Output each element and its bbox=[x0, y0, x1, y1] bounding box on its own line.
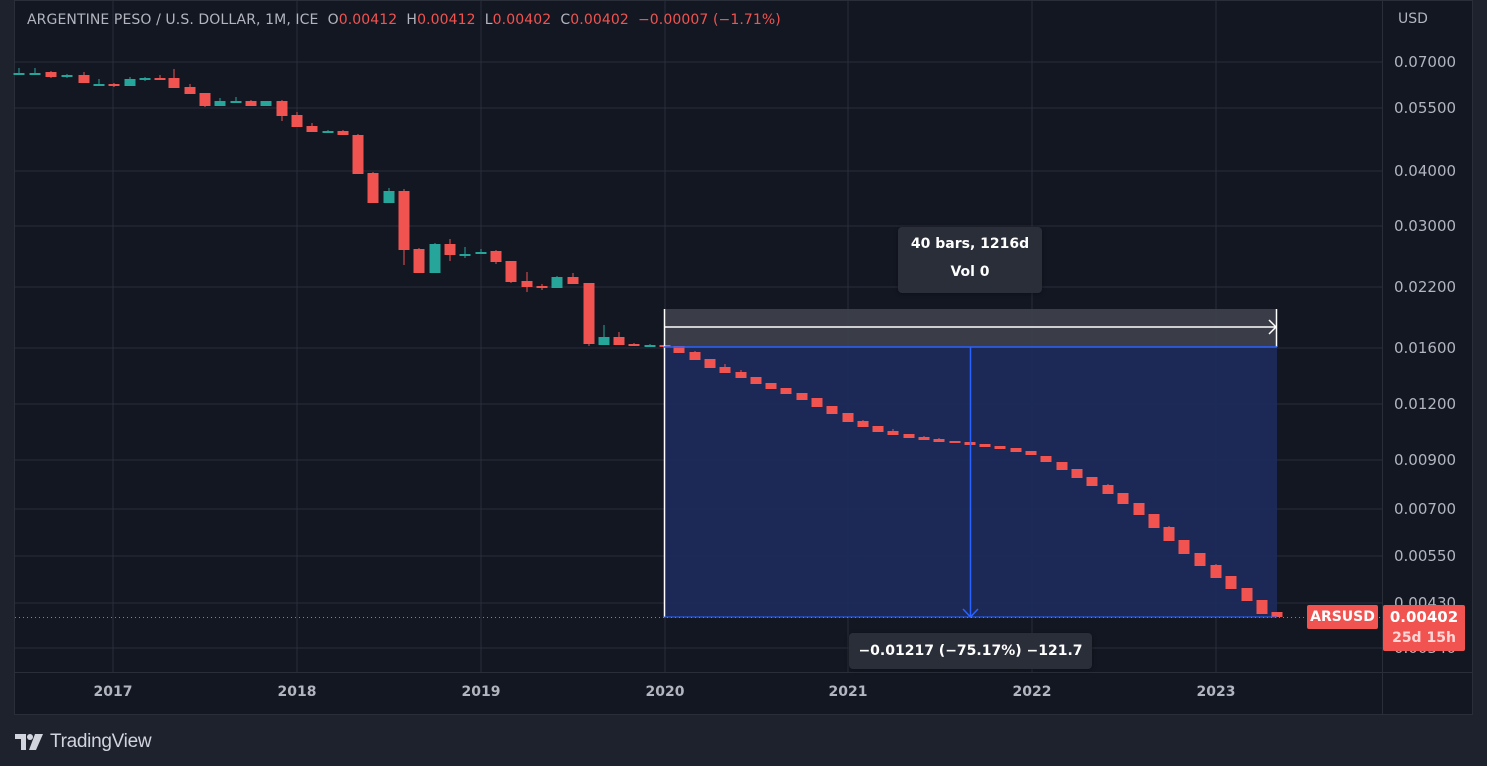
symbol-price-tag: ARSUSD bbox=[1307, 605, 1378, 629]
price-tick-label: 0.04000 bbox=[1394, 162, 1457, 180]
high-label: H bbox=[406, 12, 418, 28]
symbol-title: ARGENTINE PESO / U.S. DOLLAR, 1M, ICE bbox=[27, 12, 319, 28]
time-tick-label: 2019 bbox=[461, 684, 501, 700]
price-tick-label: 0.07000 bbox=[1394, 53, 1457, 71]
measure-info-box: 40 bars, 1216d Vol 0 bbox=[898, 227, 1042, 293]
time-tick-label: 2017 bbox=[93, 684, 133, 700]
measure-change-box: −0.01217 (−75.17%) −121.7 bbox=[849, 633, 1092, 669]
last-price-tag: 0.00402 25d 15h bbox=[1383, 605, 1465, 651]
change-value: −0.00007 (−1.71%) bbox=[637, 12, 781, 28]
price-tick-label: 0.01600 bbox=[1394, 339, 1457, 357]
time-tick-label: 2018 bbox=[277, 684, 317, 700]
open-value: 0.00412 bbox=[338, 12, 398, 28]
low-value: 0.00402 bbox=[492, 12, 552, 28]
price-tick-label: 0.01200 bbox=[1394, 395, 1457, 413]
measure-arrows bbox=[15, 309, 1382, 619]
price-tick-label: 0.00700 bbox=[1394, 500, 1457, 518]
measure-bars-label: 40 bars, 1216d bbox=[910, 236, 1030, 252]
candlestick-series bbox=[13, 68, 1283, 617]
price-tick-label: 0.02200 bbox=[1394, 278, 1457, 296]
tradingview-logo-icon bbox=[15, 734, 43, 750]
time-tick-label: 2020 bbox=[645, 684, 685, 700]
price-tick-label: 0.03000 bbox=[1394, 217, 1457, 235]
time-tick-label: 2021 bbox=[828, 684, 868, 700]
time-tick-label: 2022 bbox=[1012, 684, 1052, 700]
symbol-legend[interactable]: ARGENTINE PESO / U.S. DOLLAR, 1M, ICE O0… bbox=[27, 12, 781, 28]
last-price-value: 0.00402 bbox=[1389, 608, 1459, 626]
time-tick-label: 2023 bbox=[1196, 684, 1236, 700]
axis-borders bbox=[15, 0, 1472, 714]
price-tick-label: 0.00550 bbox=[1394, 547, 1457, 565]
bar-countdown: 25d 15h bbox=[1392, 630, 1456, 646]
high-value: 0.00412 bbox=[417, 12, 476, 28]
close-label: C bbox=[560, 12, 571, 28]
currency-label[interactable]: USD bbox=[1398, 11, 1428, 27]
tradingview-logo-text: TradingView bbox=[50, 731, 152, 752]
tradingview-logo[interactable]: TradingView bbox=[15, 731, 152, 753]
low-label: L bbox=[484, 12, 493, 28]
close-value: 0.00402 bbox=[570, 12, 629, 28]
open-label: O bbox=[327, 12, 339, 28]
price-tick-label: 0.05500 bbox=[1394, 99, 1457, 117]
price-tick-label: 0.00900 bbox=[1394, 451, 1457, 469]
measure-volume-label: Vol 0 bbox=[950, 264, 990, 280]
